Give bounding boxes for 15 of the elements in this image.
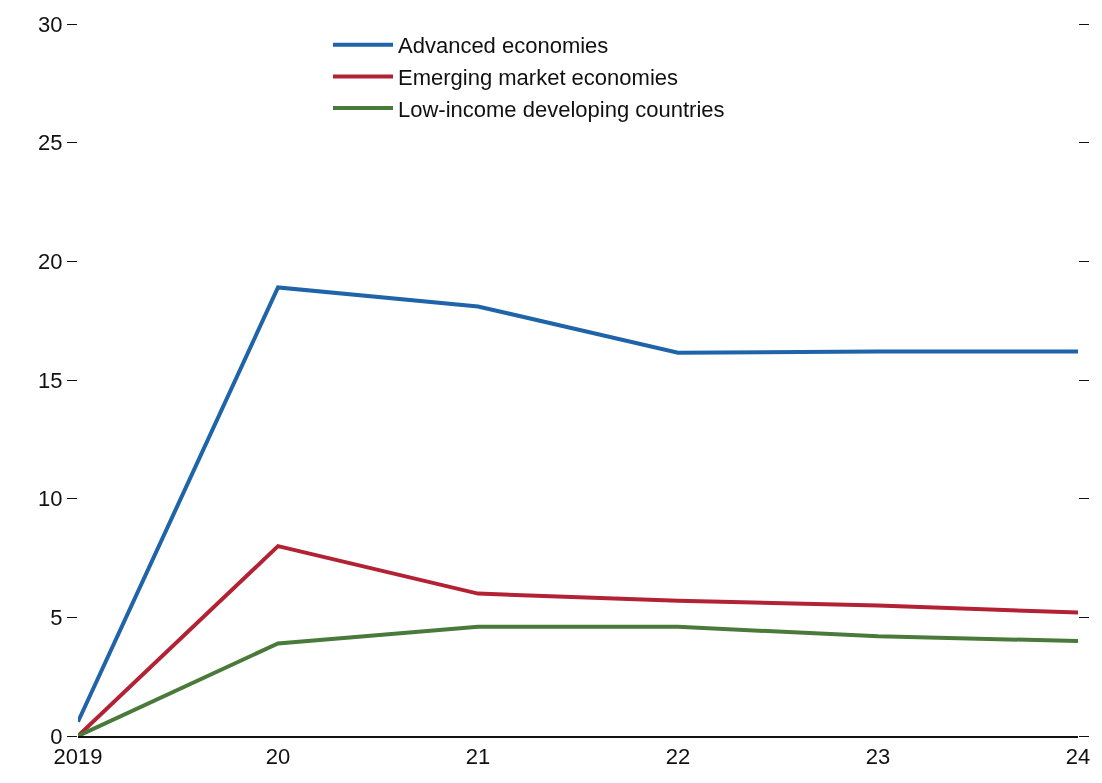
x-tick-label: 23 [865, 744, 891, 770]
y-tick-label: 10 [38, 486, 63, 512]
legend-label: Emerging market economies [398, 64, 679, 90]
y-tick-label: 15 [38, 367, 63, 393]
x-tick-label: 20 [265, 744, 291, 770]
y-tick-label: 5 [50, 605, 63, 631]
y-tick-label: 20 [38, 249, 63, 275]
y-tick-label: 25 [38, 130, 63, 156]
y-tick-label: 30 [38, 11, 63, 37]
line-series [78, 285, 1078, 724]
legend-label: Low-income developing countries [398, 96, 725, 122]
legend-label: Advanced economies [398, 33, 609, 59]
x-tick-label: 21 [465, 744, 491, 770]
x-tick-label: 24 [1065, 744, 1091, 770]
x-tick-label: 22 [665, 744, 691, 770]
